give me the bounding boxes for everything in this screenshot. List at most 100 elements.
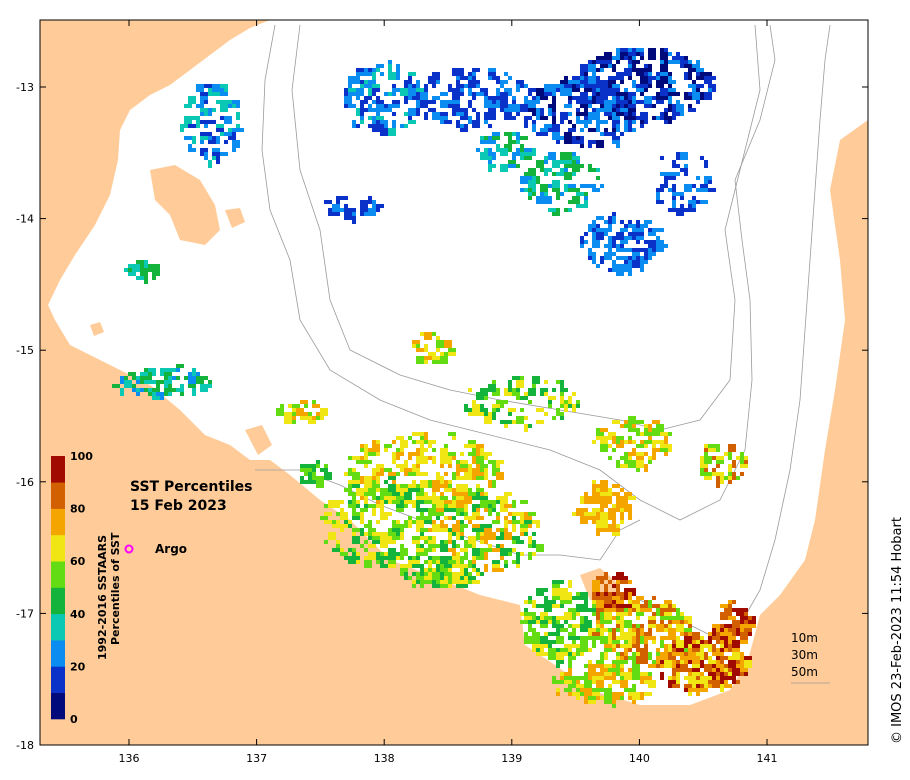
- sst-pixel: [444, 352, 448, 356]
- sst-pixel: [580, 628, 584, 632]
- sst-pixel: [720, 680, 724, 684]
- sst-pixel: [624, 504, 628, 512]
- sst-pixel: [600, 184, 604, 188]
- sst-pixel-layer: [112, 48, 756, 708]
- sst-pixel: [436, 348, 440, 352]
- sst-pixel: [592, 496, 596, 504]
- sst-pixel: [584, 76, 588, 80]
- colorbar-segment: [51, 587, 65, 615]
- sst-pixel: [472, 528, 480, 532]
- sst-pixel: [492, 520, 500, 524]
- sst-pixel: [524, 96, 528, 104]
- sst-pixel: [556, 624, 560, 632]
- sst-pixel: [520, 396, 528, 400]
- sst-pixel: [360, 204, 368, 212]
- sst-pixel: [632, 248, 640, 252]
- sst-pixel: [656, 84, 664, 88]
- sst-pixel: [508, 160, 516, 164]
- sst-pixel: [480, 572, 484, 576]
- sst-pixel: [628, 592, 632, 600]
- sst-pixel: [636, 60, 640, 64]
- sst-pixel: [360, 444, 364, 448]
- sst-pixel: [532, 612, 536, 620]
- sst-pixel: [736, 628, 740, 636]
- sst-pixel: [528, 388, 536, 396]
- sst-pixel: [492, 132, 500, 136]
- sst-pixel: [424, 88, 428, 92]
- sst-pixel: [368, 196, 372, 200]
- sst-pixel: [432, 480, 436, 488]
- sst-pixel: [684, 184, 692, 192]
- sst-pixel: [700, 660, 704, 664]
- sst-pixel: [744, 660, 752, 668]
- sst-pixel: [660, 636, 668, 640]
- sst-pixel: [656, 248, 660, 252]
- sst-pixel: [660, 608, 668, 612]
- sst-pixel: [600, 428, 608, 432]
- sst-pixel: [696, 688, 700, 696]
- sst-pixel: [568, 676, 572, 680]
- island-small-3: [245, 425, 272, 455]
- sst-pixel: [528, 400, 532, 404]
- sst-pixel: [444, 508, 448, 512]
- sst-pixel: [648, 616, 656, 620]
- sst-pixel: [124, 268, 128, 272]
- argo-legend-label: Argo: [155, 542, 187, 556]
- sst-pixel: [432, 572, 440, 580]
- sst-pixel: [352, 120, 356, 128]
- sst-pixel: [716, 460, 724, 464]
- sst-pixel: [404, 568, 408, 572]
- sst-pixel: [496, 536, 500, 540]
- sst-pixel: [168, 384, 172, 392]
- sst-pixel: [676, 676, 680, 680]
- sst-pixel: [660, 448, 668, 452]
- sst-pixel: [544, 624, 548, 628]
- sst-pixel: [200, 100, 204, 108]
- sst-pixel: [612, 92, 616, 96]
- sst-pixel: [408, 484, 412, 488]
- sst-pixel: [672, 616, 680, 620]
- sst-pixel: [356, 108, 360, 116]
- sst-pixel: [352, 532, 356, 536]
- sst-pixel: [704, 468, 708, 472]
- sst-pixel: [552, 416, 556, 420]
- sst-pixel: [588, 168, 596, 172]
- sst-pixel: [328, 500, 336, 508]
- sst-pixel: [660, 672, 664, 680]
- sst-pixel: [604, 128, 608, 132]
- sst-pixel: [472, 400, 476, 404]
- sst-pixel: [604, 108, 608, 112]
- sst-pixel: [544, 616, 552, 620]
- sst-pixel: [668, 624, 672, 628]
- sst-pixel: [432, 72, 440, 80]
- sst-pixel: [444, 480, 448, 488]
- sst-pixel: [292, 420, 296, 424]
- sst-pixel: [620, 456, 624, 460]
- sst-pixel: [596, 264, 600, 268]
- sst-pixel: [552, 92, 556, 96]
- sst-pixel: [628, 268, 632, 276]
- sst-pixel: [380, 104, 384, 108]
- sst-pixel: [716, 636, 720, 640]
- sst-pixel: [432, 456, 436, 464]
- sst-pixel: [132, 388, 136, 392]
- sst-pixel: [616, 444, 624, 448]
- sst-pixel: [624, 688, 632, 692]
- sst-pixel: [132, 268, 136, 272]
- sst-pixel: [512, 392, 516, 396]
- sst-pixel: [208, 120, 216, 124]
- sst-pixel: [540, 96, 548, 100]
- sst-pixel: [612, 504, 616, 508]
- sst-pixel: [604, 132, 612, 136]
- sst-pixel: [592, 588, 600, 592]
- colorbar-tick-0: 0: [70, 713, 78, 726]
- sst-pixel: [348, 468, 352, 476]
- sst-pixel: [568, 632, 576, 636]
- sst-pixel: [600, 92, 608, 100]
- sst-pixel: [720, 628, 724, 632]
- sst-pixel: [592, 228, 596, 232]
- sst-pixel: [480, 496, 488, 500]
- sst-pixel: [388, 104, 396, 108]
- sst-pixel: [592, 440, 596, 444]
- sst-pixel: [620, 464, 628, 468]
